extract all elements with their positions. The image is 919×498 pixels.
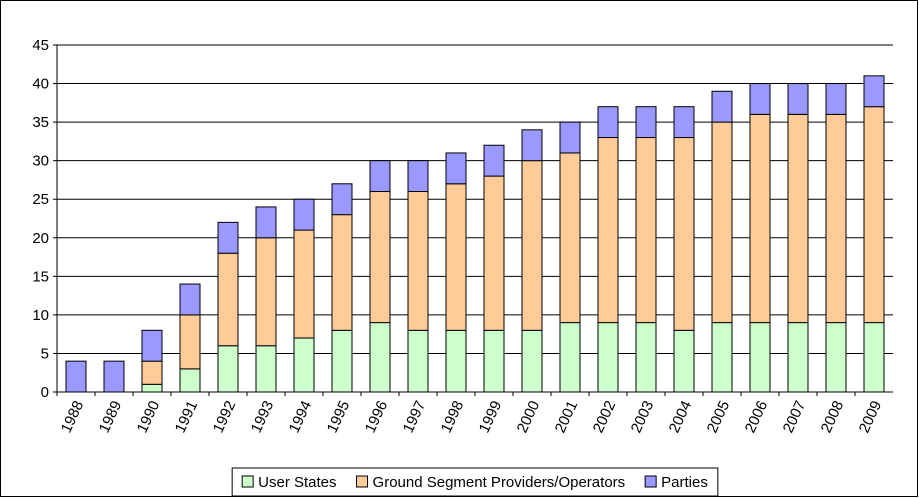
bar-segment (749, 83, 771, 115)
bar-segment (407, 191, 429, 331)
bar-segment (521, 129, 543, 162)
legend-box (231, 467, 719, 497)
bar-segment (673, 137, 695, 331)
bar-segment (483, 144, 505, 177)
bar-segment (331, 183, 353, 216)
bar-segment (825, 322, 847, 393)
bar-segment (179, 283, 201, 316)
bar-segment (597, 322, 619, 393)
bar-segment (597, 137, 619, 324)
bar-segment (597, 106, 619, 139)
bar-segment (217, 345, 239, 393)
bar-segment (445, 152, 467, 185)
bar-segment (787, 83, 809, 115)
y-tick-label: 45 (32, 37, 49, 54)
bar-segment (369, 160, 391, 193)
bar-segment (141, 329, 163, 362)
bar-segment (141, 383, 163, 393)
bar-segment (293, 337, 315, 393)
bar-segment (369, 191, 391, 324)
bar-segment (369, 322, 391, 393)
y-tick-label: 15 (32, 268, 49, 285)
y-tick-label: 30 (32, 153, 49, 170)
legend-swatch (356, 475, 369, 488)
bar-segment (825, 83, 847, 115)
bar-segment (749, 322, 771, 393)
bar-segment (521, 329, 543, 393)
bar-segment (331, 329, 353, 393)
bar-segment (255, 237, 277, 347)
y-tick-label: 20 (32, 230, 49, 247)
legend: User States Ground Segment Providers/Oper… (231, 467, 719, 497)
bar-segment (179, 368, 201, 393)
y-tick-label: 0 (41, 384, 49, 401)
bar-segment (217, 221, 239, 254)
bar-segment (179, 314, 201, 370)
bar-segment (863, 322, 885, 393)
bar-segment (559, 121, 581, 154)
bar-segment (217, 252, 239, 347)
bar-segment (483, 329, 505, 393)
bar-segment (673, 106, 695, 139)
y-tick-label: 10 (32, 307, 49, 324)
legend-label: Ground Segment Providers/Operators (373, 474, 626, 491)
bar-segment (141, 360, 163, 385)
bar-segment (711, 90, 733, 123)
bar-segment (635, 106, 657, 139)
legend-swatch (241, 475, 254, 488)
bar-segment (825, 113, 847, 324)
bar-segment (445, 183, 467, 331)
bar-segment (483, 175, 505, 331)
y-tick-label: 40 (32, 76, 49, 93)
bar-segment (331, 214, 353, 331)
legend-swatch (644, 475, 657, 488)
bar-segment (863, 75, 885, 108)
bar-segment (65, 360, 87, 393)
bar-segment (863, 106, 885, 324)
bar-segment (673, 329, 695, 393)
bar-segment (711, 322, 733, 393)
legend-label: User States (258, 474, 336, 491)
bar-segment (787, 113, 809, 324)
bar-segment (787, 322, 809, 393)
y-tick-label: 35 (32, 114, 49, 131)
bar-segment (559, 322, 581, 393)
bar-segment (407, 329, 429, 393)
bar-segment (749, 113, 771, 324)
bar-segment (407, 160, 429, 193)
y-tick-label: 25 (32, 191, 49, 208)
bar-segment (445, 329, 467, 393)
bar-segment (255, 206, 277, 239)
bar-segment (103, 360, 125, 393)
bar-segment (293, 229, 315, 339)
bar-segment (635, 137, 657, 324)
legend-label: Parties (661, 474, 708, 491)
bar-segment (559, 152, 581, 324)
y-tick-label: 5 (41, 345, 49, 362)
bar-segment (711, 121, 733, 324)
bar-segment (635, 322, 657, 393)
bar-segment (293, 198, 315, 231)
bar-segment (521, 160, 543, 331)
bar-segment (255, 345, 277, 393)
